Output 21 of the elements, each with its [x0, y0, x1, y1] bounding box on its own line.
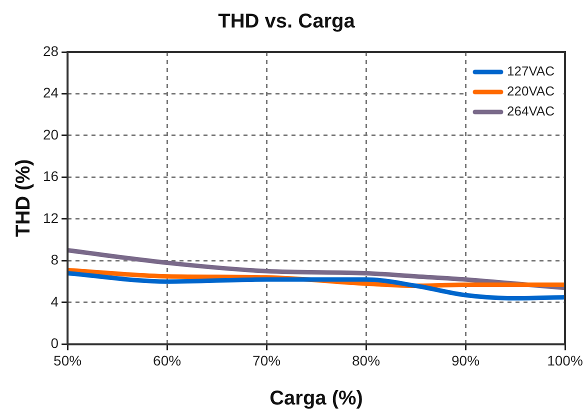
x-tick-label: 50%	[54, 352, 82, 368]
y-tick-label: 16	[42, 168, 59, 184]
y-tick-label: 0	[50, 335, 59, 352]
y-tick-label: 28	[42, 42, 59, 59]
x-tick-label: 60%	[153, 352, 182, 368]
legend-label: 264VAC	[507, 104, 554, 119]
legend-label: 127VAC	[507, 64, 554, 79]
y-tick-label: 24	[42, 84, 59, 101]
line-series	[68, 270, 565, 301]
legend-label: 220VAC	[507, 84, 554, 99]
y-tick-label: 20	[42, 126, 59, 142]
y-tick-label: 4	[50, 293, 59, 310]
x-tick-label: 80%	[352, 352, 380, 368]
y-axis-title: THD (%)	[12, 159, 35, 237]
y-tick-label: 8	[50, 252, 59, 268]
x-tick-label: 90%	[452, 352, 480, 368]
chart-title: THD vs. Carga	[218, 10, 356, 33]
x-tick-label: 100%	[547, 352, 583, 368]
x-tick-label: 70%	[252, 352, 281, 368]
y-tick-label: 12	[42, 210, 59, 226]
x-axis-title: Carga (%)	[270, 388, 363, 410]
